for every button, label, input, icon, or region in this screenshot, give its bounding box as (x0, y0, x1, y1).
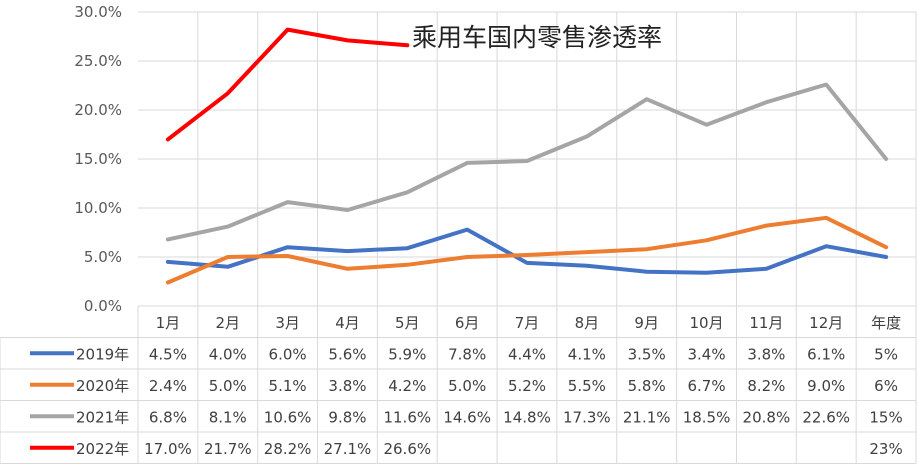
table-cell-value: 15% (869, 408, 902, 426)
table-cell-value: 6.1% (807, 345, 845, 363)
table-cell-value: 5.2% (508, 377, 546, 395)
category-label: 12月 (809, 314, 843, 332)
table-cell-value: 6.0% (269, 345, 307, 363)
table-cell-value: 2.4% (149, 377, 187, 395)
series-line (165, 227, 889, 275)
category-label: 11月 (749, 314, 783, 332)
category-label: 8月 (575, 314, 600, 332)
y-tick-label: 0.0% (84, 297, 122, 315)
table-cell-value: 6.7% (687, 377, 725, 395)
y-tick-label: 20.0% (74, 101, 122, 119)
table-cell-value: 4.1% (568, 345, 606, 363)
series-lines (165, 27, 889, 285)
table-cell-value: 21.1% (623, 408, 671, 426)
table-cell-value: 22.6% (802, 408, 850, 426)
y-tick-label: 25.0% (74, 52, 122, 70)
table-cell-value: 5.1% (269, 377, 307, 395)
table-cell-value: 3.8% (747, 345, 785, 363)
table-cell-value: 5.5% (568, 377, 606, 395)
category-label: 年度 (871, 314, 901, 332)
table-cell-value: 5.8% (628, 377, 666, 395)
table-cell-value: 20.8% (743, 408, 791, 426)
category-label: 9月 (634, 314, 659, 332)
table-cell-value: 5.6% (328, 345, 366, 363)
table-cell-value: 21.7% (204, 440, 252, 458)
table-cell-value: 4.5% (149, 345, 187, 363)
table-cell-value: 14.8% (503, 408, 551, 426)
series-line (165, 215, 889, 285)
category-label: 1月 (156, 314, 181, 332)
table-cell-value: 23% (869, 440, 902, 458)
chart-title: 乘用车国内零售渗透率 (412, 23, 662, 52)
category-label: 4月 (335, 314, 360, 332)
table-cell-value: 6% (874, 377, 898, 395)
table-cell-value: 27.1% (324, 440, 372, 458)
data-table: 1月 2月 3月 4月 5月 6月 7月 8月 9月 10月 11月 12月 年度 2019年 4.5% 4.… (30, 314, 903, 458)
table-cell-value: 9.0% (807, 377, 845, 395)
y-axis-ticks: 0.0% 5.0% 10.0% 15.0% 20.0% 25.0% 30.0% (74, 3, 122, 315)
series-name: 2021年 (76, 408, 129, 426)
table-cell-value: 7.8% (448, 345, 486, 363)
series-name: 2020年 (76, 377, 129, 395)
category-label: 3月 (275, 314, 300, 332)
table-cell-value: 10.6% (264, 408, 312, 426)
table-cell-value: 8.1% (209, 408, 247, 426)
table-cell-value: 5% (874, 345, 898, 363)
table-cell-value: 5.9% (388, 345, 426, 363)
table-cell-value: 5.0% (448, 377, 486, 395)
y-tick-label: 15.0% (74, 150, 122, 168)
category-label: 6月 (455, 314, 480, 332)
y-tick-label: 5.0% (84, 248, 122, 266)
y-tick-label: 30.0% (74, 3, 122, 21)
table-cell-value: 9.8% (328, 408, 366, 426)
y-tick-label: 10.0% (74, 199, 122, 217)
category-label: 10月 (689, 314, 723, 332)
table-cell-value: 14.6% (443, 408, 491, 426)
category-label: 7月 (515, 314, 540, 332)
table-cell-value: 4.4% (508, 345, 546, 363)
category-label: 2月 (215, 314, 240, 332)
table-cell-value: 6.8% (149, 408, 187, 426)
table-cell-value: 3.5% (628, 345, 666, 363)
table-cell-value: 26.6% (383, 440, 431, 458)
gridlines (0, 11, 917, 464)
series-line (165, 27, 410, 142)
table-cell-value: 4.2% (388, 377, 426, 395)
category-label: 5月 (395, 314, 420, 332)
table-cell-value: 18.5% (683, 408, 731, 426)
table-cell-value: 11.6% (383, 408, 431, 426)
table-cell-value: 28.2% (264, 440, 312, 458)
table-cell-value: 8.2% (747, 377, 785, 395)
table-cell-value: 4.0% (209, 345, 247, 363)
series-name: 2019年 (76, 345, 129, 363)
table-cell-value: 17.3% (563, 408, 611, 426)
series-name: 2022年 (76, 440, 129, 458)
table-cell-value: 3.8% (328, 377, 366, 395)
table-cell-value: 17.0% (144, 440, 192, 458)
table-cell-value: 5.0% (209, 377, 247, 395)
table-cell-value: 3.4% (687, 345, 725, 363)
series-line (165, 82, 889, 242)
